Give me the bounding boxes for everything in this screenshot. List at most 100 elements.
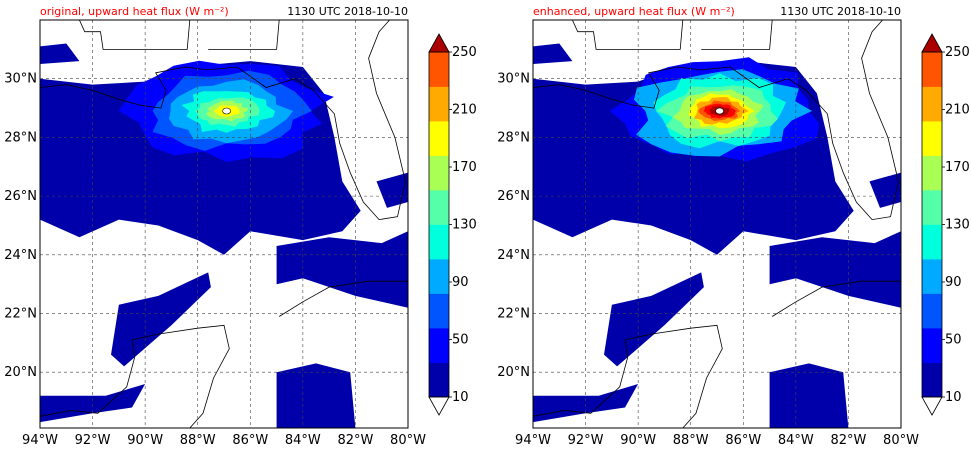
campeche-coastline bbox=[40, 339, 136, 417]
colorbar-extend-max bbox=[921, 33, 943, 53]
hurricane-eye bbox=[222, 107, 231, 115]
state-boundary bbox=[208, 20, 280, 50]
colorbar-bin bbox=[922, 293, 942, 329]
x-tick-label: 80°W bbox=[883, 433, 919, 448]
colorbar-tick-label: 50 bbox=[452, 333, 469, 348]
x-axis-ticks: 94°W 92°W 90°W 88°W 86°W 84°W 82°W 80°W bbox=[515, 433, 919, 448]
colorbar-bin bbox=[429, 328, 449, 363]
colorbar-bin bbox=[922, 190, 942, 225]
colorbar-bin bbox=[922, 86, 942, 122]
colorbar-tick-label: 250 bbox=[945, 45, 970, 60]
campeche-coastline bbox=[533, 339, 629, 417]
colorbar-bin bbox=[429, 121, 449, 156]
colorbar-tick-label: 170 bbox=[945, 160, 970, 175]
colorbar-extend-max bbox=[428, 33, 450, 53]
cuba-coastline bbox=[278, 280, 408, 317]
colorbar-extend-min bbox=[428, 396, 450, 416]
flux-region-caribbean bbox=[769, 363, 849, 428]
flux-region-straits bbox=[769, 231, 901, 308]
colorbar-bin bbox=[429, 190, 449, 225]
x-tick-label: 90°W bbox=[620, 433, 656, 448]
x-tick-label: 84°W bbox=[778, 433, 814, 448]
x-tick-label: 86°W bbox=[725, 433, 761, 448]
map-frame bbox=[532, 19, 902, 429]
colorbar-extend-min bbox=[921, 396, 943, 416]
x-tick-label: 92°W bbox=[75, 433, 111, 448]
cuba-coastline bbox=[771, 280, 901, 317]
colorbar-tick-label: 130 bbox=[945, 218, 970, 233]
colorbar-tick-label: 170 bbox=[452, 160, 477, 175]
y-axis-ticks: 20°N 22°N 24°N 26°N 28°N 30°N bbox=[4, 72, 37, 381]
x-tick-label: 82°W bbox=[337, 433, 373, 448]
heat-flux-field bbox=[533, 43, 901, 428]
colorbar-bin bbox=[922, 328, 942, 363]
y-tick-label: 24°N bbox=[497, 248, 530, 263]
y-tick-label: 30°N bbox=[4, 72, 37, 87]
colorbar-tick-label: 10 bbox=[945, 390, 962, 405]
state-boundary bbox=[701, 20, 773, 50]
y-axis-ticks: 20°N 22°N 24°N 26°N 28°N 30°N bbox=[497, 72, 530, 381]
panel-timestamp: 1130 UTC 2018-10-10 bbox=[780, 5, 901, 18]
x-tick-label: 94°W bbox=[515, 433, 551, 448]
panel-timestamp: 1130 UTC 2018-10-10 bbox=[287, 5, 408, 18]
map-area bbox=[40, 20, 408, 428]
y-tick-label: 20°N bbox=[497, 365, 530, 380]
colorbar: 10 50 90 130 170 210 250 bbox=[428, 33, 477, 416]
gridlines bbox=[40, 20, 408, 428]
colorbar-bin bbox=[429, 86, 449, 122]
map-frame bbox=[39, 19, 409, 429]
flux-region-campeche bbox=[604, 272, 704, 367]
colorbar-bin bbox=[429, 259, 449, 294]
y-tick-label: 22°N bbox=[4, 307, 37, 322]
flux-region-atlantic bbox=[376, 172, 408, 208]
colorbar-tick-label: 90 bbox=[945, 275, 962, 290]
x-tick-label: 84°W bbox=[285, 433, 321, 448]
colorbar: 10 50 90 130 170 210 250 bbox=[921, 33, 970, 416]
panel-title: original, upward heat flux (W m⁻²) bbox=[40, 5, 229, 18]
colorbar-bin bbox=[429, 224, 449, 260]
flux-region-south bbox=[40, 384, 146, 423]
colorbar-bin bbox=[922, 224, 942, 260]
x-tick-label: 82°W bbox=[830, 433, 866, 448]
x-axis-ticks: 94°W 92°W 90°W 88°W 86°W 84°W 82°W 80°W bbox=[22, 433, 426, 448]
colorbar-bin bbox=[922, 121, 942, 156]
y-tick-label: 22°N bbox=[497, 307, 530, 322]
colorbar-tick-label: 10 bbox=[452, 390, 469, 405]
y-tick-label: 26°N bbox=[497, 189, 530, 204]
colorbar-bin bbox=[429, 293, 449, 329]
original-panel: original, upward heat flux (W m⁻²) 1130 … bbox=[4, 5, 477, 448]
yucatan-coastline bbox=[624, 324, 723, 428]
y-tick-label: 26°N bbox=[4, 189, 37, 204]
colorbar-bin bbox=[429, 155, 449, 191]
heat-flux-field bbox=[40, 43, 408, 428]
flux-region-inland bbox=[533, 43, 573, 64]
gulf-coastline bbox=[533, 20, 899, 221]
state-boundary bbox=[572, 20, 684, 50]
x-tick-label: 92°W bbox=[568, 433, 604, 448]
enhanced-panel: enhanced, upward heat flux (W m⁻²) 1130 … bbox=[497, 5, 970, 448]
x-tick-label: 94°W bbox=[22, 433, 58, 448]
colorbar-bin bbox=[922, 362, 942, 398]
colorbar-bin bbox=[429, 362, 449, 398]
x-tick-label: 80°W bbox=[390, 433, 426, 448]
flux-region-inland bbox=[40, 43, 80, 64]
y-tick-label: 28°N bbox=[4, 130, 37, 145]
colorbar-bin bbox=[922, 259, 942, 294]
y-tick-label: 24°N bbox=[4, 248, 37, 263]
x-tick-label: 88°W bbox=[673, 433, 709, 448]
x-tick-label: 90°W bbox=[127, 433, 163, 448]
coastline bbox=[40, 20, 408, 428]
colorbar-bin bbox=[922, 155, 942, 191]
flux-region-caribbean bbox=[276, 363, 356, 428]
flux-region-south bbox=[533, 384, 639, 423]
colorbar-bin bbox=[429, 52, 449, 87]
colorbar-tick-label: 50 bbox=[945, 333, 962, 348]
flux-region-atlantic bbox=[869, 172, 901, 208]
colorbar-tick-label: 210 bbox=[452, 103, 477, 118]
flux-region-straits bbox=[276, 231, 408, 308]
colorbar-tick-label: 90 bbox=[452, 275, 469, 290]
gulf-coastline bbox=[40, 20, 406, 221]
colorbar-tick-label: 250 bbox=[452, 45, 477, 60]
yucatan-coastline bbox=[131, 324, 230, 428]
